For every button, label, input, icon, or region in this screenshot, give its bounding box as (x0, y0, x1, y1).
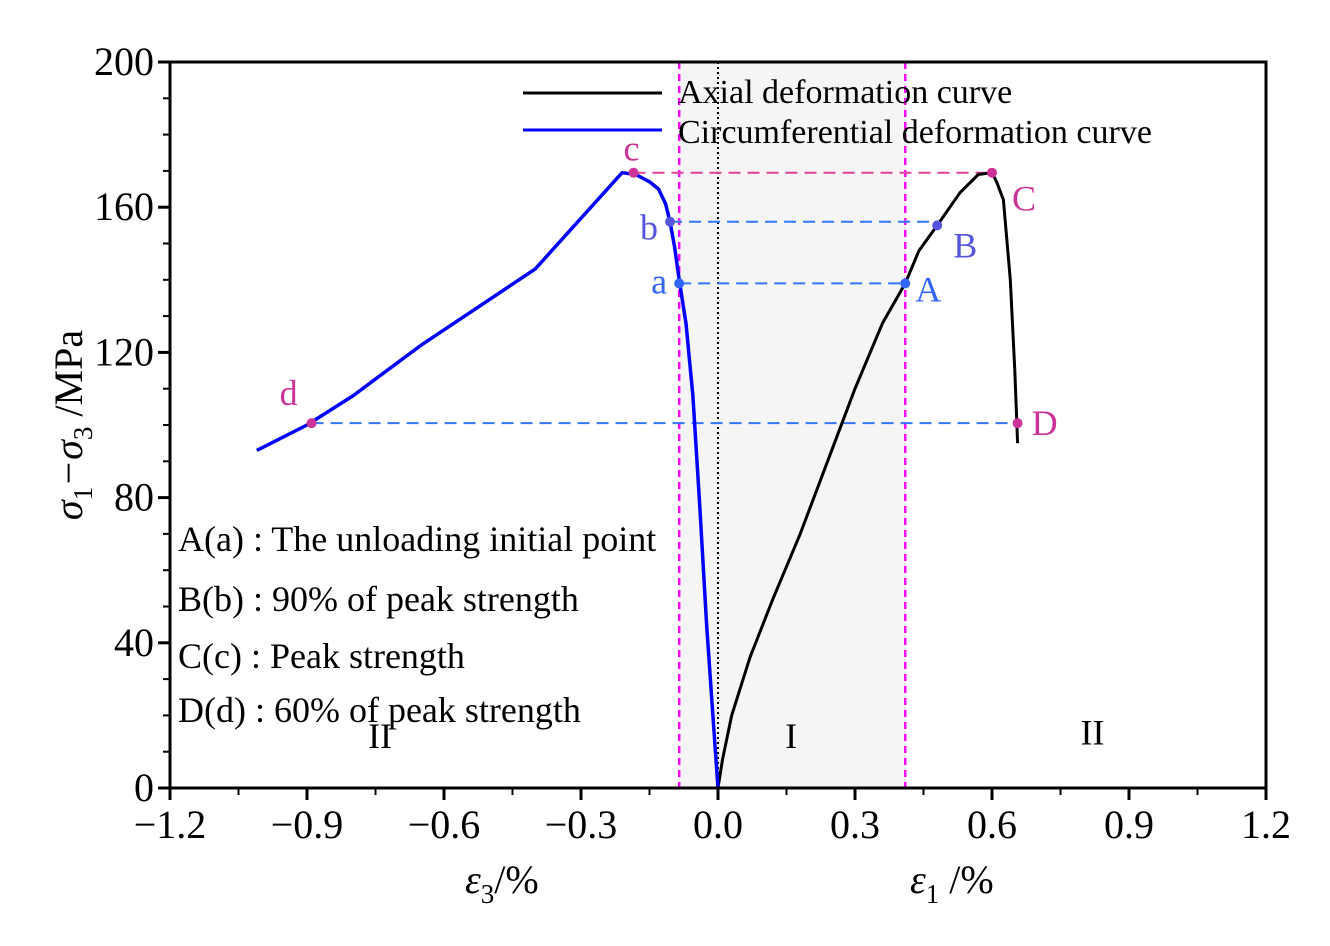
point-label-A: A (915, 269, 941, 309)
annotation-60-percent-peak: D(d) : 60% of peak strength (178, 690, 581, 730)
point-D (1012, 418, 1023, 429)
x-tick-label-5: 0.3 (830, 802, 880, 847)
x-axis-label-right: ε1 /% (910, 857, 994, 909)
x-tick-label-3: −0.3 (545, 802, 618, 847)
point-label-d: d (280, 373, 298, 413)
axial-curve (716, 171, 1020, 789)
x-tick-label-1: −0.9 (271, 802, 344, 847)
point-label-a: a (651, 261, 667, 301)
x-tick-label-7: 0.9 (1104, 802, 1154, 847)
annotation-90-percent-peak: B(b) : 90% of peak strength (178, 579, 579, 619)
x-tick-label-6: 0.6 (967, 802, 1017, 847)
legend: Axial deformation curve Circumferential … (523, 74, 1152, 151)
region-label-2: II (1080, 712, 1104, 752)
y-axis-label: σ1−σ3 /MPa (46, 330, 98, 520)
region-label-0: II (368, 716, 392, 756)
x-tick-label-4: 0.0 (693, 802, 743, 847)
point-B (932, 220, 943, 231)
point-label-B: B (953, 225, 977, 265)
point-c (628, 167, 639, 178)
point-C (987, 167, 997, 178)
y-tick-label-1: 40 (114, 620, 154, 665)
y-tick-label-3: 120 (94, 329, 154, 374)
region-I-shade (679, 62, 906, 788)
y-tick-label-0: 0 (134, 765, 154, 810)
y-tick-label-2: 80 (114, 475, 154, 520)
legend-circumferential-label: Circumferential deformation curve (678, 114, 1152, 151)
x-tick-label-8: 1.2 (1241, 802, 1291, 847)
region-label-1: I (785, 716, 797, 756)
x-axis-label-left: ε3/% (465, 857, 539, 909)
annotations: A(a) : The unloading initial point B(b) … (178, 519, 656, 730)
annotation-peak-strength: C(c) : Peak strength (178, 636, 465, 676)
point-label-C: C (1012, 179, 1036, 219)
y-tick-label-4: 160 (94, 184, 154, 229)
legend-axial-label: Axial deformation curve (678, 74, 1012, 111)
point-a (674, 278, 685, 289)
point-b (665, 216, 676, 227)
x-tick-label-2: −0.6 (408, 802, 481, 847)
y-tick-label-5: 200 (94, 39, 154, 84)
annotation-unloading-initial-point: A(a) : The unloading initial point (178, 519, 656, 559)
point-label-D: D (1032, 403, 1058, 443)
point-label-b: b (640, 208, 658, 248)
point-A (900, 278, 911, 289)
point-label-c: c (624, 129, 640, 169)
x-tick-label-0: −1.2 (134, 802, 207, 847)
circumferential-curve (256, 170, 720, 789)
point-d (306, 418, 317, 429)
